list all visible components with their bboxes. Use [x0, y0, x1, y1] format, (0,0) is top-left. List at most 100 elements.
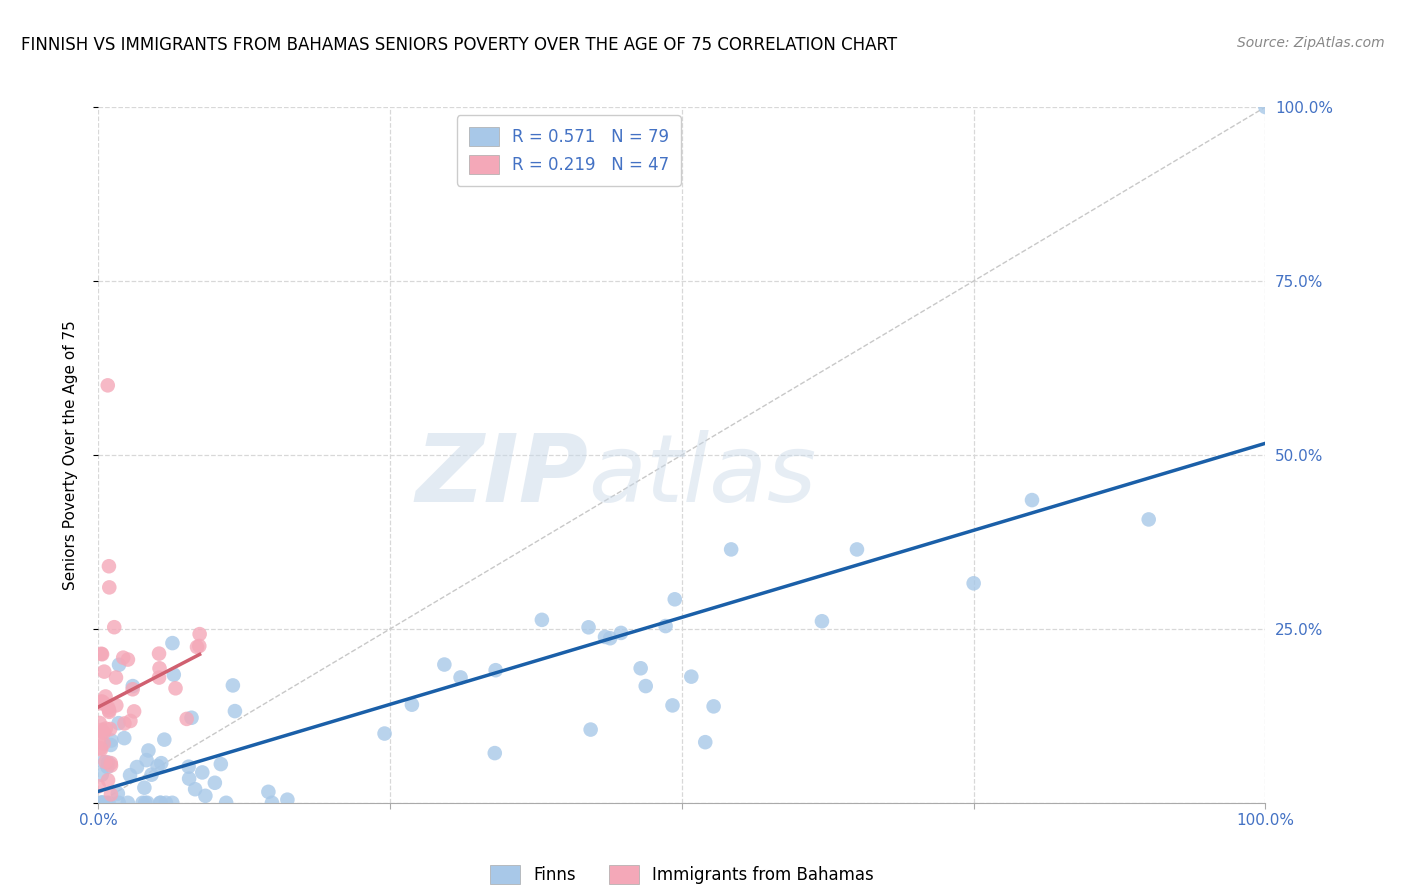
Point: [177, 760, 200, 774]
Point: [811, 614, 834, 628]
Point: [117, 796, 139, 810]
Point: [155, 796, 177, 810]
Point: [148, 671, 170, 685]
Point: [97, 378, 120, 392]
Point: [215, 796, 238, 810]
Point: [98, 705, 121, 719]
Point: [87, 733, 110, 747]
Point: [846, 542, 869, 557]
Point: [89, 741, 111, 756]
Point: [131, 796, 153, 810]
Point: [121, 679, 143, 693]
Point: [93, 725, 115, 739]
Point: [681, 670, 703, 684]
Point: [100, 738, 122, 752]
Point: [162, 796, 184, 810]
Point: [578, 620, 600, 634]
Point: [146, 759, 169, 773]
Point: [89, 696, 111, 710]
Point: [107, 716, 129, 731]
Point: [90, 796, 112, 810]
Point: [163, 667, 186, 681]
Point: [112, 650, 135, 665]
Point: [107, 796, 129, 810]
Point: [93, 755, 115, 769]
Point: [138, 743, 160, 757]
Point: [149, 796, 172, 810]
Point: [148, 661, 170, 675]
Point: [93, 665, 115, 679]
Point: [100, 756, 122, 770]
Point: [188, 627, 211, 641]
Point: [98, 722, 121, 736]
Point: [134, 796, 156, 810]
Point: [94, 690, 117, 704]
Point: [112, 716, 135, 731]
Point: [695, 735, 717, 749]
Point: [90, 742, 112, 756]
Point: [90, 647, 112, 661]
Point: [112, 731, 135, 746]
Point: [91, 796, 114, 810]
Point: [120, 714, 142, 728]
Point: [87, 780, 110, 794]
Point: [91, 796, 114, 810]
Point: [100, 788, 122, 802]
Point: [98, 703, 121, 717]
Point: [176, 712, 198, 726]
Point: [91, 725, 114, 739]
Point: [661, 698, 683, 713]
Point: [276, 793, 298, 807]
Point: [260, 796, 283, 810]
Point: [93, 697, 115, 711]
Point: [1021, 493, 1043, 508]
Point: [122, 705, 145, 719]
Point: [222, 678, 245, 692]
Point: [165, 681, 187, 696]
Point: [94, 755, 117, 769]
Point: [90, 768, 112, 782]
Point: [96, 760, 118, 774]
Point: [433, 657, 456, 672]
Point: [94, 796, 117, 810]
Point: [93, 737, 115, 751]
Point: [720, 542, 742, 557]
Point: [100, 758, 122, 772]
Point: [162, 636, 184, 650]
Point: [104, 671, 127, 685]
Point: [962, 576, 984, 591]
Point: [179, 772, 201, 786]
Point: [188, 639, 211, 653]
Point: [153, 732, 176, 747]
Point: [125, 760, 148, 774]
Point: [191, 765, 214, 780]
Point: [105, 698, 128, 713]
Point: [107, 787, 129, 801]
Point: [90, 723, 112, 737]
Point: [90, 694, 112, 708]
Point: [94, 722, 117, 736]
Text: ZIP: ZIP: [416, 430, 589, 522]
Point: [184, 782, 207, 797]
Point: [103, 620, 125, 634]
Point: [610, 626, 633, 640]
Point: [194, 789, 217, 803]
Point: [141, 767, 163, 781]
Point: [374, 726, 396, 740]
Point: [89, 715, 111, 730]
Point: [98, 580, 121, 594]
Point: [630, 661, 652, 675]
Text: FINNISH VS IMMIGRANTS FROM BAHAMAS SENIORS POVERTY OVER THE AGE OF 75 CORRELATIO: FINNISH VS IMMIGRANTS FROM BAHAMAS SENIO…: [21, 36, 897, 54]
Text: Source: ZipAtlas.com: Source: ZipAtlas.com: [1237, 36, 1385, 50]
Point: [117, 652, 139, 666]
Point: [401, 698, 423, 712]
Y-axis label: Seniors Poverty Over the Age of 75: Seniors Poverty Over the Age of 75: [63, 320, 77, 590]
Point: [91, 796, 114, 810]
Point: [97, 773, 120, 788]
Point: [484, 746, 506, 760]
Legend: Finns, Immigrants from Bahamas: Finns, Immigrants from Bahamas: [478, 853, 886, 892]
Point: [599, 632, 621, 646]
Point: [97, 756, 120, 770]
Point: [1254, 100, 1277, 114]
Point: [634, 679, 657, 693]
